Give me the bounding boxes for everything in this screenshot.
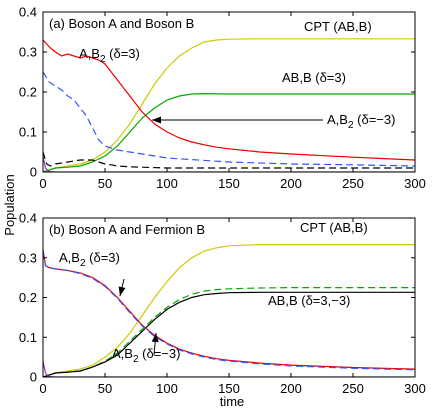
x-tick-label: 50 <box>98 381 112 396</box>
annotation: A,B2 (δ=3) <box>79 46 140 65</box>
x-tick-label: 150 <box>218 381 240 396</box>
series-group <box>43 244 415 377</box>
y-tick-label: 0 <box>30 165 37 180</box>
y-tick-label: 0 <box>30 370 37 385</box>
figure-ylabel: Population <box>2 174 17 235</box>
x-tick-label: 250 <box>342 381 364 396</box>
x-tick-label: 100 <box>156 381 178 396</box>
annotation-arrowhead <box>151 333 159 343</box>
plot-frame <box>42 11 416 173</box>
y-tick-label: 0.1 <box>19 330 37 345</box>
figure-xlabel: time <box>220 394 245 409</box>
series-line-3 <box>43 291 415 377</box>
y-tick-label: 0.4 <box>19 5 37 20</box>
y-tick-label: 0.3 <box>19 45 37 60</box>
series-line-6 <box>43 155 415 172</box>
series-line-6 <box>43 360 415 377</box>
y-tick-label: 0.2 <box>19 290 37 305</box>
series-line-1 <box>43 244 415 377</box>
y-tick-label: 0.3 <box>19 250 37 265</box>
annotation: A,B2 (δ=−3) <box>112 346 180 365</box>
x-tick-label: 300 <box>404 176 426 191</box>
y-tick-label: 0.1 <box>19 125 37 140</box>
y-tick-label: 0.2 <box>19 85 37 100</box>
series-line-5 <box>43 151 415 169</box>
x-tick-label: 300 <box>404 381 426 396</box>
series-line-3 <box>43 39 415 161</box>
annotation: A,B2 (δ=−3) <box>327 112 395 131</box>
x-tick-label: 200 <box>280 176 302 191</box>
annotation-arrowhead <box>152 116 161 124</box>
x-tick-label: 250 <box>342 176 364 191</box>
panel-b: 0 50 100 150 200 250 300 0 0.1 0.2 0.3 0.4 (b) Boson… <box>19 211 426 397</box>
annotation: CPT (AB,B) <box>304 19 372 34</box>
annotation-arrowhead <box>118 286 126 296</box>
y-tick-label: 0.4 <box>19 211 37 226</box>
annotation: AB,B (δ=3) <box>282 70 346 85</box>
series-line-4 <box>43 249 415 370</box>
series-group <box>43 38 415 172</box>
series-line-4 <box>43 71 415 167</box>
series-line-2 <box>43 92 415 172</box>
x-tick-label: 200 <box>280 381 302 396</box>
x-tick-label: 50 <box>98 176 112 191</box>
annotation: CPT (AB,B) <box>300 220 368 235</box>
annotation: AB,B (δ=3,−3) <box>268 293 350 308</box>
panel-title: (a) Boson A and Boson B <box>49 16 194 31</box>
panel-a: 0 50 100 150 200 250 300 0 0.1 0.2 0.3 0.4 (a) Boson… <box>19 5 426 192</box>
x-tick-label: 150 <box>218 176 240 191</box>
panel-title: (b) Boson A and Fermion B <box>49 222 205 237</box>
x-tick-label: 0 <box>39 176 46 191</box>
series-line-1 <box>43 38 415 172</box>
x-tick-label: 0 <box>39 381 46 396</box>
x-tick-label: 100 <box>156 176 178 191</box>
plot-frame <box>42 217 416 378</box>
series-line-2 <box>43 287 415 377</box>
series-line-5 <box>43 249 415 371</box>
annotation: A,B2 (δ=3) <box>59 250 120 269</box>
